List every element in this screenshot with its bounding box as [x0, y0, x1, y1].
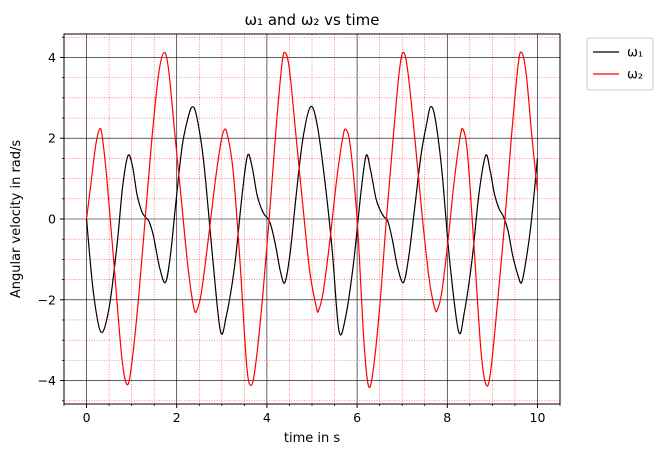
y-tick-label: −4 — [38, 373, 56, 388]
legend-box — [586, 37, 654, 91]
series-line-2 — [85, 51, 539, 389]
x-tick-label: 2 — [173, 410, 181, 425]
series-layer — [85, 51, 539, 389]
x-tick-label: 6 — [353, 410, 361, 425]
x-tick-label: 4 — [263, 410, 271, 425]
x-tick-label: 10 — [530, 410, 546, 425]
y-tick-label: 4 — [48, 50, 56, 65]
legend-label-1: ω₁ — [627, 46, 643, 61]
series-line-1 — [85, 105, 539, 336]
y-tick-label: 0 — [48, 212, 56, 227]
legend: ω₁ ω₂ — [586, 37, 654, 91]
y-axis-ticks: −4 −2 0 2 4 — [38, 36, 64, 402]
minor-grid — [64, 34, 560, 404]
legend-label-2: ω₂ — [627, 68, 643, 83]
y-axis-label: Angular velocity in rad/s — [9, 140, 24, 299]
y-tick-label: −2 — [38, 292, 56, 307]
x-axis-label: time in s — [284, 431, 340, 446]
x-axis-ticks: 0 2 4 6 8 10 — [63, 404, 561, 425]
y-tick-label: 2 — [48, 131, 56, 146]
major-grid — [64, 34, 560, 404]
x-tick-label: 0 — [83, 410, 91, 425]
chart-title: ω₁ and ω₂ vs time — [244, 11, 379, 29]
x-tick-label: 8 — [443, 410, 451, 425]
